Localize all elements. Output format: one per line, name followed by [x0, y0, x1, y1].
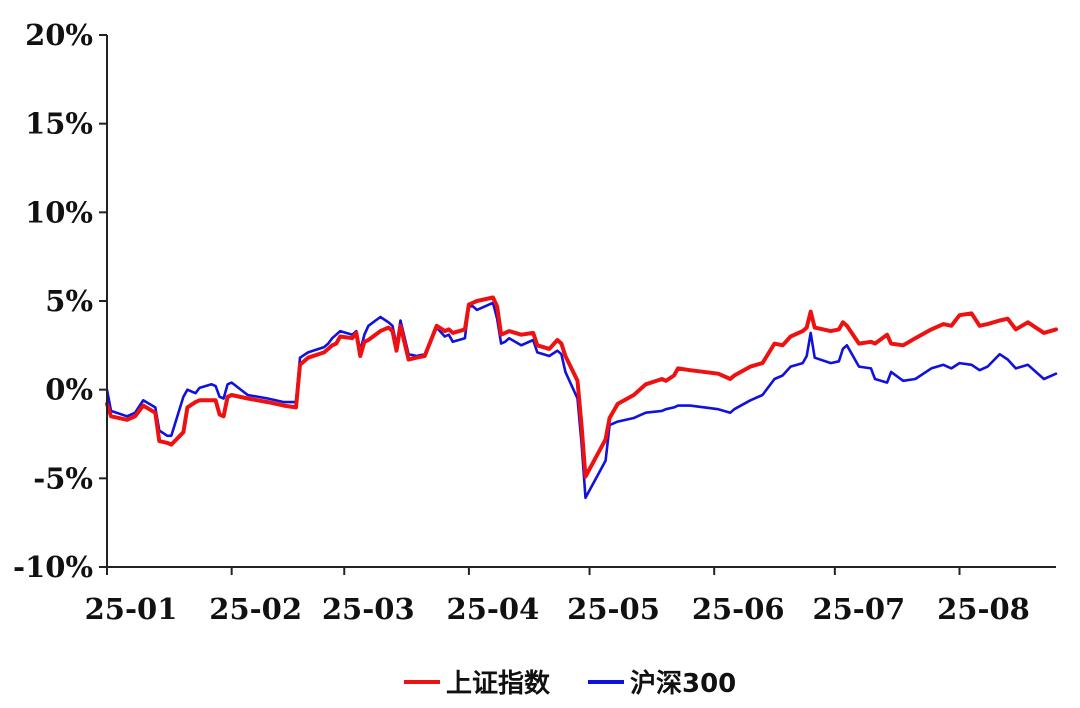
x-tick-label: 25-02	[209, 592, 302, 626]
x-tick-label: 25-05	[567, 592, 660, 626]
y-tick-label: 0%	[45, 373, 93, 407]
x-tick-label: 25-03	[322, 592, 415, 626]
x-tick-label: 25-04	[447, 592, 540, 626]
legend-label-hushen300: 沪深300	[630, 669, 736, 699]
series-line-hushen300	[105, 301, 1058, 500]
legend: 上证指数 沪深300	[404, 669, 736, 699]
x-axis: 25-01 25-02 25-03 25-04 25-05 25-06 25-07 25-08	[85, 567, 1030, 626]
y-tick-label: 10%	[25, 195, 93, 229]
legend-label-shangzheng: 上证指数	[446, 669, 551, 699]
series-line-shangzheng	[105, 295, 1058, 479]
x-tick-label: 25-06	[692, 592, 785, 626]
y-tick-label: 5%	[45, 284, 93, 318]
y-tick-label: -5%	[33, 461, 93, 495]
y-tick-label: -10%	[13, 550, 93, 584]
x-tick-label: 25-08	[937, 592, 1030, 626]
x-tick-label: 25-01	[85, 592, 178, 626]
x-tick-label: 25-07	[812, 592, 905, 626]
y-tick-label: 20%	[25, 18, 93, 52]
series-layer	[105, 295, 1058, 500]
y-axis: -10% -5% 0% 5% 10% 15% 20%	[13, 18, 107, 584]
y-tick-label: 15%	[25, 107, 93, 141]
